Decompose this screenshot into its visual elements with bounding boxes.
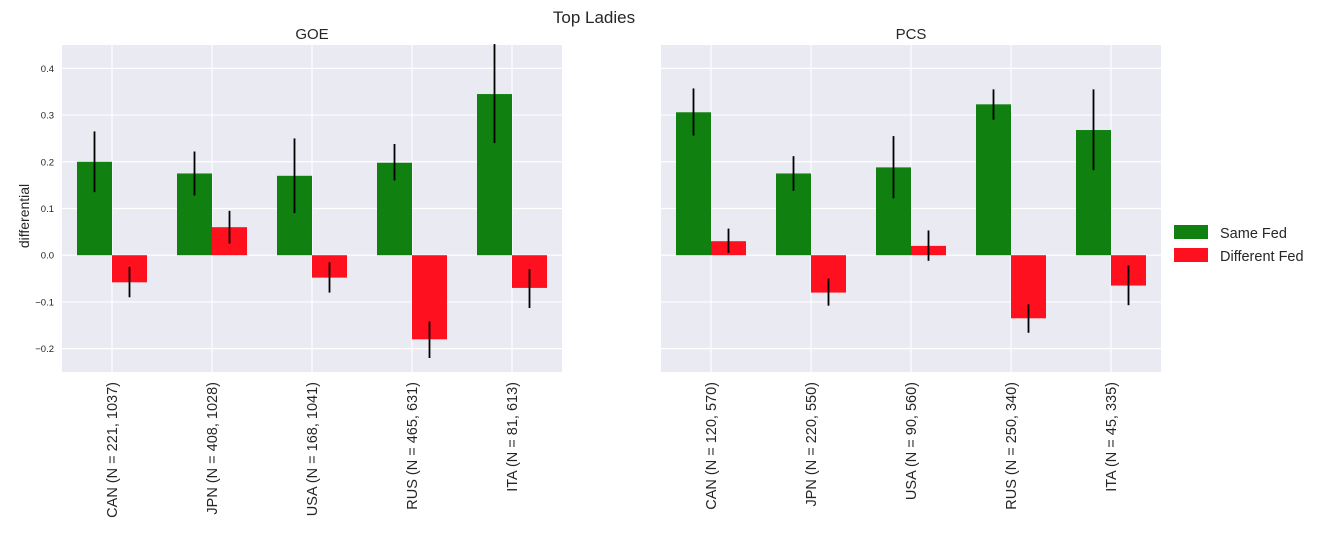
x-tick-label: USA (N = 90, 560) (904, 382, 920, 500)
y-tick-label: 0.0 (41, 251, 54, 262)
y-tick-label: 0.4 (41, 64, 54, 75)
y-tick-label: 0.3 (41, 111, 54, 122)
x-tick-label: RUS (N = 465, 631) (405, 382, 421, 510)
legend: Same Fed Different Fed (1174, 225, 1304, 265)
pcs-panel: PCS CAN (N = 120, 570) JPN (N = 220, 550) U… (661, 26, 1161, 510)
y-tick-label: −0.2 (35, 344, 54, 355)
chart-title: Top Ladies (553, 8, 635, 27)
bar-same-fed (976, 104, 1011, 256)
legend-swatch-different-fed (1174, 248, 1208, 262)
x-tick-label: JPN (N = 408, 1028) (205, 382, 221, 515)
subplot-title: GOE (295, 26, 328, 43)
x-tick-label: CAN (N = 120, 570) (704, 382, 720, 510)
x-tick-label: USA (N = 168, 1041) (305, 382, 321, 516)
bar-same-fed (676, 112, 711, 256)
x-tick-label: JPN (N = 220, 550) (804, 382, 820, 507)
legend-label-different-fed: Different Fed (1220, 249, 1304, 265)
legend-swatch-same-fed (1174, 225, 1208, 239)
y-tick-label: −0.1 (35, 297, 54, 308)
goe-panel: −0.2 −0.1 0.0 0.1 0.2 0.3 0.4 GOE CAN (N = 221, … (35, 26, 562, 518)
subplot-title: PCS (896, 26, 927, 43)
legend-label-same-fed: Same Fed (1220, 226, 1287, 242)
y-tick-label: 0.2 (41, 157, 54, 168)
x-tick-label: CAN (N = 221, 1037) (105, 382, 121, 518)
x-tick-label: ITA (N = 81, 613) (505, 382, 521, 492)
x-tick-label: RUS (N = 250, 340) (1004, 382, 1020, 510)
x-tick-label: ITA (N = 45, 335) (1104, 382, 1120, 492)
y-axis-label: differential (16, 184, 32, 248)
y-tick-label: 0.1 (41, 204, 54, 215)
